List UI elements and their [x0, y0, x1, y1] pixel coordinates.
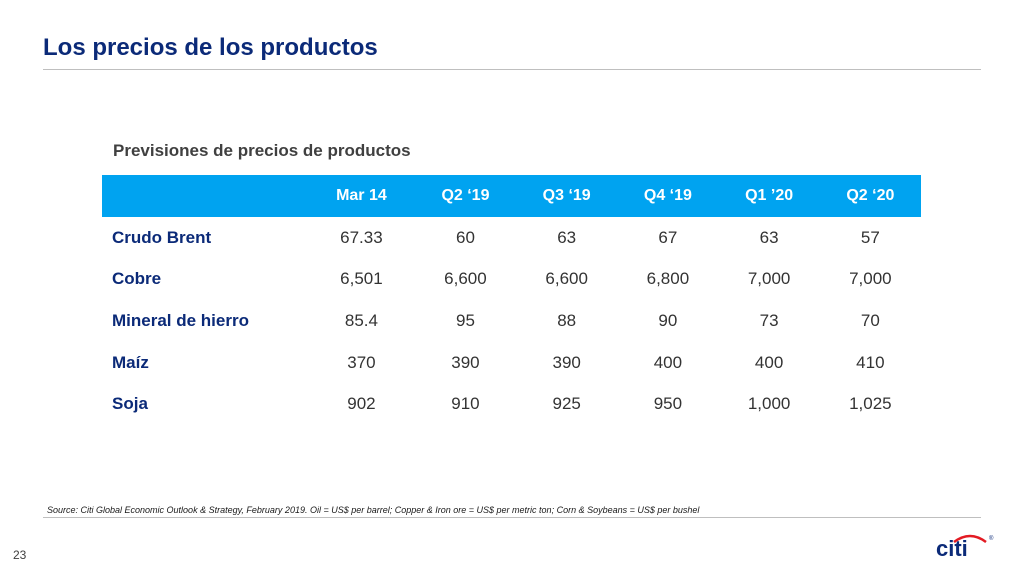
table-cell: 1,025	[849, 394, 892, 414]
header-cell: Mar 14	[308, 175, 415, 217]
table-cell: 57	[860, 227, 880, 247]
logo-wordmark: citi	[936, 536, 968, 560]
header-cell-blank	[102, 175, 308, 217]
source-footnote: Source: Citi Global Economic Outlook & S…	[47, 505, 700, 515]
table-cell: 400	[653, 352, 683, 372]
registered-mark: ®	[989, 535, 994, 542]
table-cell: 73	[759, 310, 779, 330]
table-cell: 6,800	[646, 269, 690, 289]
table-row: Soja 902 910 925 950 1,000 1,025	[102, 383, 921, 425]
table-cell: 63	[557, 227, 577, 247]
table-cell: 370	[347, 352, 376, 372]
row-label: Mineral de hierro	[112, 310, 249, 330]
logo-arc	[953, 534, 987, 544]
table-cell: 67	[658, 227, 678, 247]
row-label: Crudo Brent	[112, 227, 212, 247]
table-header-row: Mar 14 Q2 ‘19 Q3 ‘19 Q4 ‘19 Q1 ’20 Q2 ‘2…	[102, 175, 921, 217]
table-row: Maíz 370 390 390 400 400 410	[102, 342, 921, 384]
price-forecast-table: Mar 14 Q2 ‘19 Q3 ‘19 Q4 ‘19 Q1 ’20 Q2 ‘2…	[102, 175, 921, 425]
title-divider	[43, 69, 981, 70]
row-label: Cobre	[112, 269, 162, 289]
table-cell: 390	[552, 352, 581, 372]
header-cell: Q1 ’20	[718, 175, 820, 217]
page-number: 23	[13, 548, 27, 562]
table-cell: 7,000	[747, 269, 791, 289]
table-cell: 910	[451, 394, 480, 414]
table-cell: 925	[552, 394, 581, 414]
table-cell: 85.4	[344, 310, 378, 330]
row-label: Soja	[112, 394, 148, 414]
table-cell: 6,600	[444, 269, 487, 289]
table-cell: 88	[557, 310, 577, 330]
table-cell: 950	[653, 394, 683, 414]
table-cell: 1,000	[747, 394, 791, 414]
row-label: Maíz	[112, 352, 149, 372]
footer-divider	[43, 517, 981, 518]
table-cell: 400	[754, 352, 784, 372]
header-cell: Q2 ‘19	[414, 175, 517, 217]
table-cell: 7,000	[849, 269, 892, 289]
table-cell: 95	[455, 310, 475, 330]
header-cell: Q2 ‘20	[819, 175, 921, 217]
header-cell: Q3 ‘19	[516, 175, 618, 217]
header-cell: Q4 ‘19	[617, 175, 719, 217]
citi-logo: citi ®	[936, 534, 994, 560]
table-row: Crudo Brent 67.33 60 63 67 63 57	[102, 217, 921, 259]
table-cell: 67.33	[340, 227, 383, 247]
table-cell: 63	[759, 227, 779, 247]
table-cell: 60	[455, 227, 475, 247]
table-row: Cobre 6,501 6,600 6,600 6,800 7,000 7,00…	[102, 259, 921, 301]
table-cell: 6,600	[545, 269, 588, 289]
table-cell: 70	[860, 310, 880, 330]
table-cell: 902	[347, 394, 376, 414]
table-cell: 410	[856, 352, 885, 372]
table-cell: 6,501	[340, 269, 383, 289]
slide-title: Los precios de los productos	[43, 34, 378, 61]
table-row: Mineral de hierro 85.4 95 88 90 73 70	[102, 300, 921, 342]
table-cell: 90	[658, 310, 678, 330]
table-cell: 390	[451, 352, 480, 372]
table-caption: Previsiones de precios de productos	[113, 141, 411, 160]
